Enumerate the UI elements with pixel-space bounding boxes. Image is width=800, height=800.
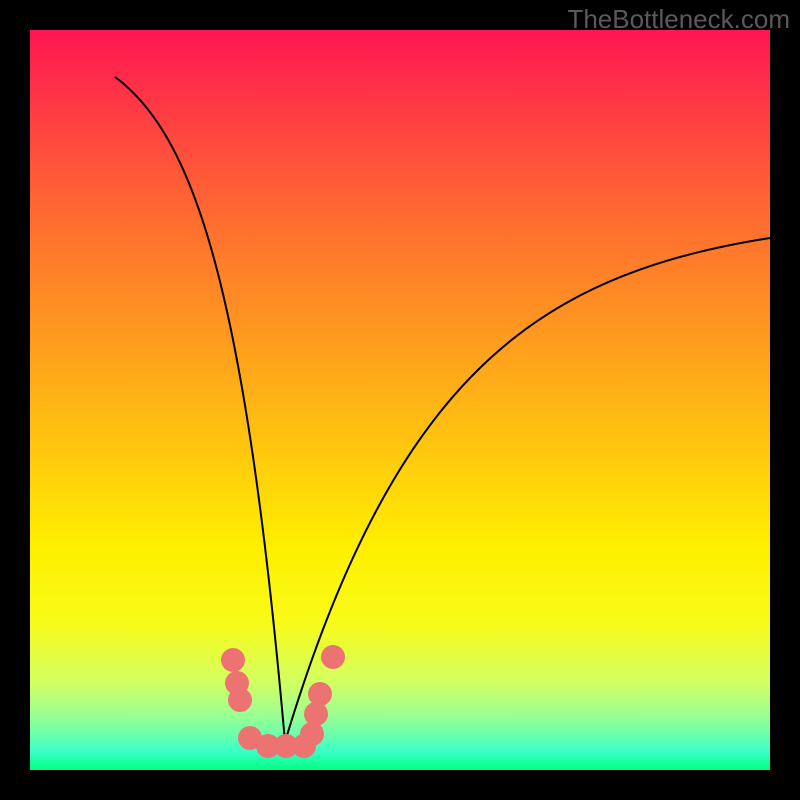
- chart-svg: [0, 0, 800, 800]
- marker-dot: [308, 682, 332, 706]
- marker-dot: [321, 645, 345, 669]
- marker-dot: [228, 688, 252, 712]
- marker-dot: [221, 648, 245, 672]
- figure-root: TheBottleneck.com: [0, 0, 800, 800]
- marker-dot: [300, 722, 324, 746]
- plot-background: [30, 30, 770, 770]
- marker-dot: [304, 702, 328, 726]
